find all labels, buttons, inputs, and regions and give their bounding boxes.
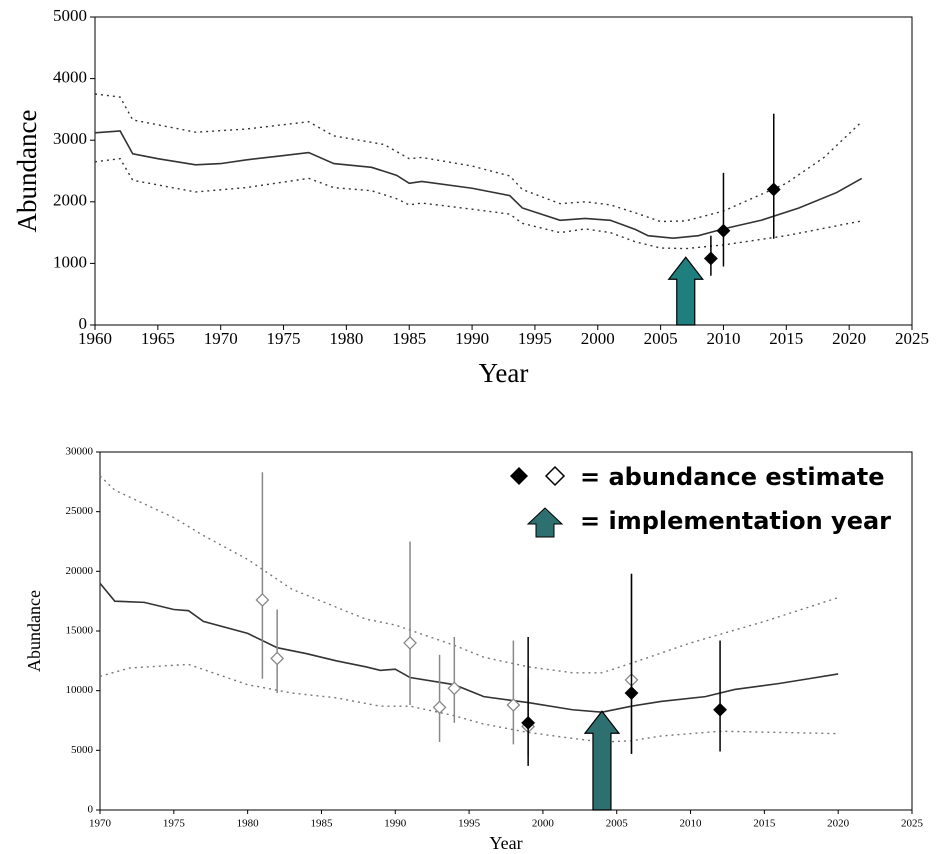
x-tick-label: 2005 [644,329,678,348]
x-axis-title: Year [489,833,522,853]
data-point [624,686,639,700]
bound-line [94,157,862,250]
plot-frame [99,451,913,811]
data-point [270,651,285,666]
x-tick-label: 1995 [458,818,481,830]
data-point [447,681,462,696]
x-axis-title: Year [479,358,529,388]
legend: = abundance estimate = implementation ye… [510,463,891,538]
implementation-arrow [667,256,704,326]
legend-filled-marker [510,467,528,485]
bound-line [94,93,863,223]
y-tick-label: 20000 [66,565,94,577]
y-tick-label: 30000 [66,446,94,458]
x-tick-label: 2000 [581,329,615,348]
data-point [766,182,781,197]
x-tick-label: 2005 [606,818,629,830]
y-tick-label: 5000 [71,744,94,756]
data-point [703,251,718,266]
y-tick-label: 0 [79,314,88,333]
plot-frame [94,16,913,326]
y-axis-title: Abundance [24,590,44,672]
y-tick-label: 15000 [66,625,94,637]
x-tick-label: 1980 [237,818,260,830]
x-tick-label: 1990 [384,818,407,830]
median-line [94,130,863,239]
x-tick-label: 2025 [901,818,924,830]
data-point [521,715,536,730]
y-tick-label: 4000 [53,68,87,87]
x-tick-label: 2000 [532,818,555,830]
y-tick-label: 3000 [53,129,87,148]
median-line [99,582,839,713]
x-tick-label: 1970 [89,818,112,830]
y-tick-label: 25000 [66,505,94,517]
bound-line [99,475,839,674]
data-point [403,636,417,650]
data-point [432,700,447,715]
legend-label: = abundance estimate [580,463,885,491]
x-tick-label: 2020 [827,818,850,830]
y-axis-title: Abundance [12,110,42,233]
y-tick-label: 10000 [66,684,94,696]
x-tick-label: 1960 [78,329,112,348]
x-tick-label: 1995 [518,329,552,348]
y-tick-label: 1000 [53,252,87,271]
x-tick-label: 2015 [753,818,776,830]
x-tick-label: 1990 [455,329,489,348]
legend-open-marker [544,465,566,487]
x-tick-label: 1980 [329,329,363,348]
x-tick-label: 1985 [310,818,333,830]
x-tick-label: 1975 [163,818,186,830]
x-tick-label: 1985 [392,329,426,348]
data-point [255,593,270,607]
implementation-arrow [583,710,621,811]
data-point [716,223,731,238]
x-tick-label: 2015 [769,329,803,348]
data-point [713,702,727,717]
x-tick-label: 2020 [832,329,866,348]
data-point [506,698,521,712]
x-tick-label: 2010 [706,329,740,348]
x-tick-label: 1975 [267,329,301,348]
y-tick-label: 5000 [53,6,87,25]
legend-label: = implementation year [580,507,891,535]
y-tick-label: 2000 [53,191,87,210]
legend-arrow [526,507,564,538]
y-tick-label: 0 [88,804,94,816]
x-tick-label: 2010 [680,818,703,830]
bound-line [99,663,839,743]
x-tick-label: 1965 [141,329,175,348]
x-tick-label: 2025 [895,329,929,348]
x-tick-label: 1970 [204,329,238,348]
